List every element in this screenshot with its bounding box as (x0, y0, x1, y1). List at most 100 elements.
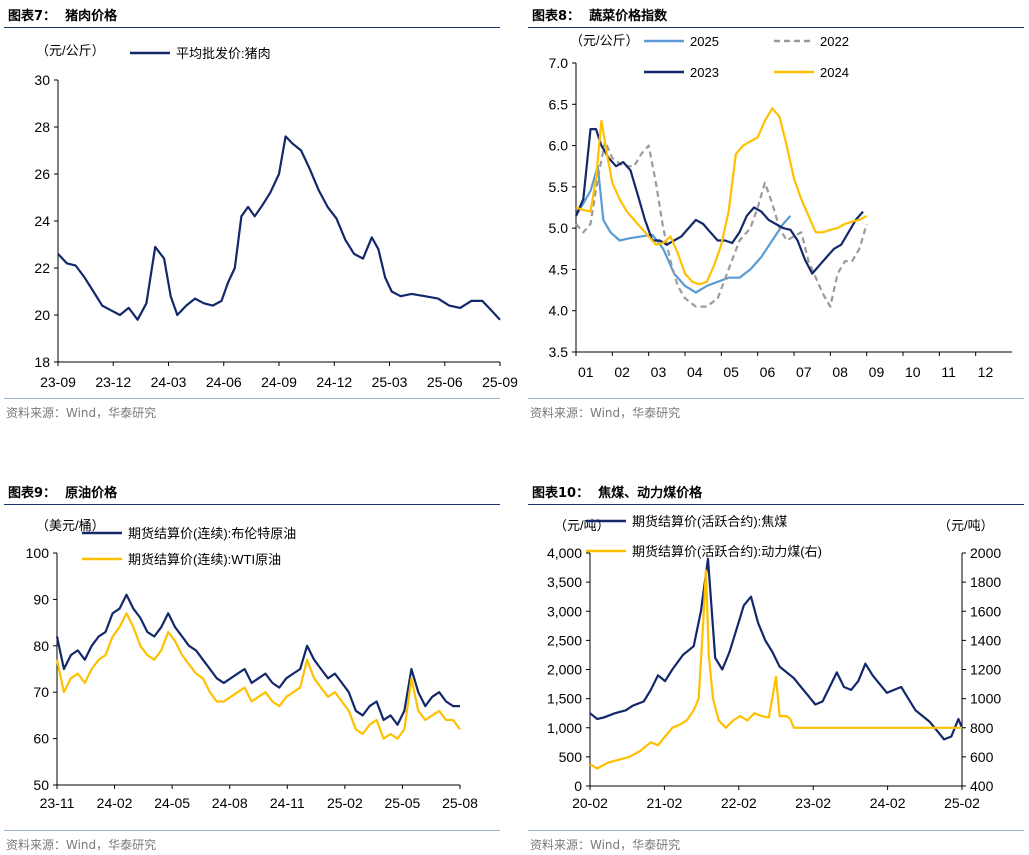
y-right-tick-label: 1800 (970, 574, 1001, 590)
y-tick-label: 70 (33, 684, 49, 700)
source-rule (4, 398, 500, 399)
chart-crude-oil: 50 60 70 80 90 100 23-11 24-02 24-05 24-08 24-11 25… (26, 518, 478, 811)
y-tick-label: 22 (34, 260, 50, 276)
x-tick-label: 25-09 (482, 374, 518, 390)
title-rule (528, 27, 1024, 28)
y-right-tick-label: 600 (970, 749, 994, 765)
y-tick-label: 20 (34, 307, 50, 323)
x-tick-label: 09 (869, 364, 885, 380)
source-rule (528, 398, 1024, 399)
y-tick-label: 18 (34, 354, 50, 370)
x-tick-label: 25-02 (327, 795, 363, 811)
title-rule (4, 27, 500, 28)
x-tick-label: 12 (978, 364, 994, 380)
legend-label: 2024 (820, 65, 849, 80)
x-tick-label: 11 (941, 364, 956, 380)
y-axis-unit-label: （美元/桶） (36, 518, 105, 533)
x-tick-label: 25-03 (372, 374, 408, 390)
x-tick-label: 24-08 (212, 795, 248, 811)
y-tick-label: 3,500 (547, 574, 582, 590)
source-rule (528, 830, 1024, 831)
y-tick-label: 500 (559, 749, 583, 765)
y-axis-unit-label-right: （元/吨） (938, 518, 994, 533)
x-tick-label: 22-02 (721, 795, 757, 811)
y-tick-label: 1,500 (547, 691, 582, 707)
series-line-2 (575, 140, 868, 308)
legend-label: 平均批发价:猪肉 (176, 46, 271, 61)
x-tick-label: 24-06 (206, 374, 242, 390)
y-tick-label: 1,000 (547, 720, 582, 736)
x-tick-label: 24-05 (154, 795, 190, 811)
x-tick-label: 21-02 (646, 795, 682, 811)
x-tick-label: 07 (796, 364, 812, 380)
series-line-1 (589, 557, 964, 741)
x-tick-label: 24-03 (151, 374, 187, 390)
legend-label: 期货结算价(活跃合约):动力煤(右) (632, 544, 822, 559)
source-note-coal: 资料来源：Wind，华泰研究 (530, 838, 681, 852)
series-line-2 (55, 612, 461, 740)
x-tick-label: 10 (905, 364, 921, 380)
y-right-tick-label: 2000 (970, 545, 1001, 561)
legend-label: 期货结算价(连续):布伦特原油 (128, 526, 296, 541)
y-tick-label: 6.0 (549, 138, 569, 154)
x-tick-label: 01 (578, 364, 594, 380)
x-tick-label: 06 (760, 364, 776, 380)
y-tick-label: 4.0 (549, 303, 569, 319)
y-tick-label: 60 (33, 731, 49, 747)
source-note-vegetables: 资料来源：Wind，华泰研究 (530, 406, 681, 420)
y-tick-label: 5.0 (549, 220, 569, 236)
source-note-crude-oil: 资料来源：Wind，华泰研究 (6, 838, 157, 852)
y-right-tick-label: 800 (970, 720, 994, 736)
chart-pork-price: 18 20 22 24 26 28 30 23-09 23-12 24-03 24-06 24-09 2… (34, 43, 518, 390)
x-tick-label: 23-12 (95, 374, 131, 390)
x-tick-label: 08 (832, 364, 848, 380)
legend-label: 2025 (690, 34, 719, 49)
x-tick-label: 23-09 (40, 374, 76, 390)
chart-vegetable-index: 3.5 4.0 4.5 5.0 5.5 6.0 6.5 7.0 01 02 03 04 05 06 07 08… (549, 33, 1012, 380)
x-tick-label: 24-12 (316, 374, 352, 390)
x-tick-label: 04 (687, 364, 703, 380)
x-tick-label: 05 (723, 364, 739, 380)
panel-title-crude-oil: 图表9： 原油价格 (8, 486, 118, 501)
x-tick-label: 24-02 (97, 795, 133, 811)
series-line-1 (55, 593, 460, 726)
legend-label: 期货结算价(活跃合约):焦煤 (632, 514, 787, 529)
series-line-2 (589, 569, 962, 770)
panel-title-vegetables: 图表8： 蔬菜价格指数 (532, 9, 668, 24)
y-tick-label: 3,000 (547, 603, 582, 619)
y-axis-unit-label: （元/公斤） (36, 43, 105, 58)
panel-title-coal: 图表10： 焦煤、动力煤价格 (532, 486, 703, 501)
y-tick-label: 100 (26, 545, 50, 561)
y-axis-unit-label: （元/公斤） (570, 33, 639, 48)
y-tick-label: 4,000 (547, 545, 582, 561)
x-tick-label: 25-08 (442, 795, 478, 811)
y-tick-label: 28 (34, 119, 50, 135)
y-tick-label: 5.5 (549, 179, 569, 195)
x-tick-label: 25-02 (944, 795, 980, 811)
title-rule (528, 504, 1024, 505)
y-right-tick-label: 1000 (970, 691, 1001, 707)
x-tick-label: 02 (614, 364, 630, 380)
x-tick-label: 25-05 (385, 795, 421, 811)
y-tick-label: 2,000 (547, 662, 582, 678)
y-right-tick-label: 1400 (970, 632, 1001, 648)
legend-label: 2022 (820, 34, 849, 49)
y-tick-label: 0 (574, 778, 582, 794)
y-tick-label: 4.5 (549, 261, 569, 277)
y-right-tick-label: 400 (970, 778, 994, 794)
series-line-1 (575, 165, 792, 294)
y-tick-label: 3.5 (549, 344, 569, 360)
series-line-4 (575, 107, 868, 286)
x-tick-label: 23-11 (40, 795, 75, 811)
x-tick-label: 24-02 (870, 795, 906, 811)
y-tick-label: 7.0 (549, 55, 569, 71)
x-tick-label: 24-11 (270, 795, 305, 811)
y-tick-label: 6.5 (549, 96, 569, 112)
x-tick-label: 20-02 (572, 795, 608, 811)
y-tick-label: 26 (34, 166, 50, 182)
title-rule (4, 504, 500, 505)
x-tick-label: 25-06 (427, 374, 463, 390)
panel-title-pork: 图表7： 猪肉价格 (8, 9, 118, 24)
chart-coal-price: 0 500 1,000 1,500 2,000 2,500 3,000 3,500 4,000 4… (547, 514, 1001, 811)
